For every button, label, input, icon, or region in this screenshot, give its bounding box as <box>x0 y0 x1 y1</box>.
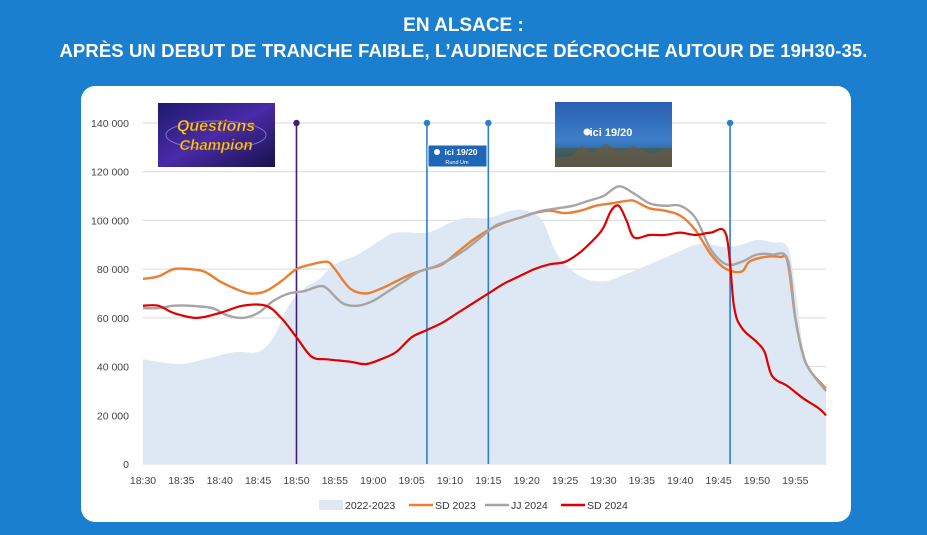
chart-headline: EN ALSACE : APRÈS UN DEBUT DE TRANCHE FA… <box>0 14 927 64</box>
x-tick-label: 19:45 <box>705 475 731 487</box>
y-tick-label: 0 <box>123 459 129 471</box>
legend-label: SD 2023 <box>435 500 476 512</box>
chart-legend: 2022-2023 SD 2023 JJ 2024 SD 2024 <box>319 500 628 512</box>
series-area-2022-2023 <box>143 209 826 464</box>
legend-item: SD 2023 <box>409 500 476 512</box>
ici-1920-label: ici 19/20 <box>590 127 633 139</box>
x-tick-label: 19:50 <box>744 475 770 487</box>
y-tick-label: 120 000 <box>91 167 129 179</box>
x-tick-label: 19:10 <box>437 475 463 487</box>
x-tick-label: 19:35 <box>629 475 655 487</box>
legend-swatch <box>319 500 343 510</box>
vertical-marker-dot <box>423 119 431 127</box>
y-tick-label: 140 000 <box>91 118 129 130</box>
x-tick-label: 19:20 <box>514 475 540 487</box>
x-tick-label: 18:35 <box>168 475 194 487</box>
y-tick-label: 100 000 <box>91 215 129 227</box>
x-tick-label: 19:25 <box>552 475 578 487</box>
y-tick-label: 40 000 <box>97 362 129 374</box>
x-tick-label: 19:40 <box>667 475 693 487</box>
x-tick-label: 18:55 <box>322 475 348 487</box>
legend-item: JJ 2024 <box>485 500 548 512</box>
title-line-2: APRÈS UN DEBUT DE TRANCHE FAIBLE, L’AUDI… <box>59 40 868 61</box>
y-tick-label: 80 000 <box>97 264 129 276</box>
x-tick-label: 18:50 <box>283 475 309 487</box>
title-line-1: EN ALSACE : <box>403 15 524 36</box>
series-line-sd-2024 <box>142 204 827 417</box>
area-layer <box>143 209 826 464</box>
ici-19-20-rund-um-logo: ici 19/20 Rund Um <box>427 144 488 168</box>
x-tick-label: 18:40 <box>207 475 233 487</box>
y-tick-label: 60 000 <box>97 313 129 325</box>
rund-um-title: ici 19/20 <box>444 147 477 157</box>
x-axis: 18:30 18:35 18:40 18:45 18:50 18:55 19:00 19:05… <box>130 475 809 487</box>
vertical-marker-dot <box>485 119 492 127</box>
questions-pour-un-champion-logo: Questions Champion <box>158 103 275 167</box>
legend-item: 2022-2023 <box>319 500 395 512</box>
audience-line-chart: 0 20 000 40 000 60 000 80 000 100 000 120 000 1… <box>91 102 827 512</box>
x-tick-label: 19:00 <box>360 475 386 487</box>
x-tick-label: 18:45 <box>245 475 271 487</box>
vertical-marker-dot <box>726 119 734 127</box>
ici-19-20-logo: ici 19/20 <box>555 102 672 167</box>
x-tick-label: 19:30 <box>590 475 616 487</box>
x-tick-label: 19:15 <box>475 475 501 487</box>
x-tick-label: 19:55 <box>782 475 808 487</box>
legend-label: SD 2024 <box>587 500 628 512</box>
y-tick-label: 20 000 <box>97 410 129 422</box>
rund-um-subtitle: Rund Um <box>445 160 469 166</box>
x-tick-label: 18:30 <box>130 475 156 487</box>
legend-label: JJ 2024 <box>511 500 548 512</box>
vertical-marker-dot <box>293 119 300 127</box>
x-tick-label: 19:05 <box>398 475 424 487</box>
qpuc-text-1: Questions <box>177 118 255 135</box>
qpuc-text-2: Champion <box>179 137 252 154</box>
chart-card: 0 20 000 40 000 60 000 80 000 100 000 120 000 1… <box>81 86 851 522</box>
legend-item: SD 2024 <box>561 500 628 512</box>
legend-label: 2022-2023 <box>345 500 395 512</box>
line-layer <box>142 185 827 417</box>
y-axis: 0 20 000 40 000 60 000 80 000 100 000 120 000 1… <box>91 118 129 471</box>
